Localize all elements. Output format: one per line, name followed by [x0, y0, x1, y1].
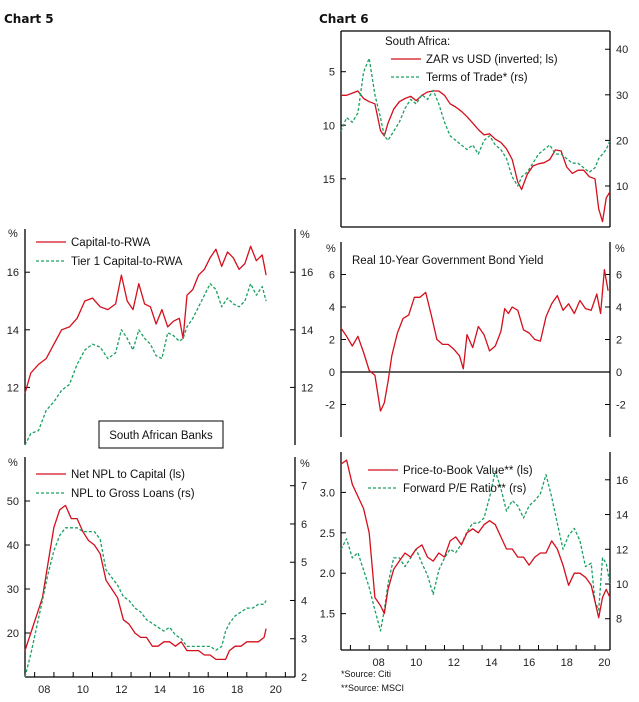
x-tick-label: 10: [77, 684, 89, 696]
y-tick-label-left: 3.0: [320, 487, 335, 499]
y-tick-label-left: 20: [7, 628, 19, 640]
chart-subtitle: Real 10-Year Government Bond Yield: [352, 255, 543, 267]
y-tick-label-left: 5: [329, 67, 335, 79]
y-tick-label-right: -2: [616, 400, 626, 412]
y-tick-label-right: 12: [616, 544, 628, 556]
y-tick-label-left: 30: [7, 584, 19, 596]
c6-middle-frame: % % -2 0 2 4 6 -2 0 2 4 6 Real 10-Year Government Bo…: [325, 242, 626, 437]
y-tick-label-left: 2: [329, 335, 335, 347]
chart-subtitle: South Africa:: [385, 36, 450, 48]
y-tick-label-left: 2.5: [320, 528, 335, 540]
c5-bottom-frame: % % 20 30 40 50 2 3 4 5 6 7 08 10 12 14 16 18 20 Net NPL to…: [7, 457, 310, 696]
y-tick-label-right: 7: [301, 481, 307, 493]
y-tick-label-right: 3: [301, 634, 307, 646]
y-tick-label-right: 6: [301, 519, 307, 531]
series-line-npl-to-gross-loans-rs-: [24, 527, 267, 678]
x-tick-label: 18: [561, 657, 573, 669]
x-tick-label: 18: [231, 684, 243, 696]
legend-label: Forward P/E Ratio** (rs): [403, 483, 527, 495]
unit-label-left: %: [326, 243, 336, 255]
c5-top-frame: % % 12 14 16 12 14 16 Capital-to-RWA Tier 1 Capit…: [7, 228, 313, 449]
annotation-box: [98, 420, 224, 449]
y-tick-label-right: 5: [301, 557, 307, 569]
y-tick-label-right: 12: [301, 382, 313, 394]
y-tick-label-right: 16: [301, 267, 313, 279]
series-line-capital-to-rwa: [24, 245, 267, 394]
y-tick-label-right: 14: [301, 325, 313, 337]
unit-label-left: %: [8, 457, 18, 469]
y-tick-label-right: 8: [616, 614, 622, 626]
source-footnote: **Source: MSCI: [341, 683, 404, 693]
y-tick-label-right: 0: [616, 367, 622, 379]
y-tick-label-right: 4: [616, 302, 622, 314]
y-tick-label-left: 0: [329, 367, 335, 379]
unit-label-right: %: [300, 229, 310, 241]
source-footnote: *Source: Citi: [341, 669, 391, 679]
y-tick-label-right: 10: [616, 181, 628, 193]
annotation-label: South African Banks: [109, 430, 213, 442]
y-tick-label-left: 2.0: [320, 568, 335, 580]
x-tick-label: 08: [38, 684, 50, 696]
y-tick-label-right: 2: [616, 335, 622, 347]
x-tick-label: 20: [270, 684, 282, 696]
y-tick-label-left: 6: [329, 270, 335, 282]
unit-label-right: %: [300, 458, 310, 470]
y-tick-label-left: 16: [7, 267, 19, 279]
y-tick-label-right: 30: [616, 90, 628, 102]
y-tick-label-left: 4: [329, 302, 335, 314]
x-tick-label: 12: [448, 657, 460, 669]
legend-label: Terms of Trade* (rs): [426, 72, 528, 84]
x-tick-label: 16: [523, 657, 535, 669]
x-tick-label: 12: [115, 684, 127, 696]
series-line-tier-1-capital-to-rwa: [24, 283, 267, 446]
unit-label-left: %: [8, 228, 18, 240]
series-line-price-to-book-value-ls-: [340, 459, 611, 619]
x-tick-label: 10: [410, 657, 422, 669]
legend-label: Tier 1 Capital-to-RWA: [71, 256, 183, 268]
y-tick-label-right: 20: [616, 135, 628, 147]
y-tick-label-right: 2: [301, 672, 307, 684]
c6-bottom-frame: 1.5 2.0 2.5 3.0 8 10 12 14 16 08 10 12 14 16 18 20 Price…: [320, 452, 628, 693]
series-line-real-10-year-government-bond-yield: [340, 268, 609, 412]
y-tick-label-left: 40: [7, 540, 19, 552]
legend-label: Capital-to-RWA: [71, 237, 151, 249]
y-tick-label-right: 10: [616, 579, 628, 591]
x-tick-label: 20: [598, 657, 610, 669]
legend-label: Price-to-Book Value** (ls): [403, 465, 533, 477]
y-tick-label-left: 15: [323, 174, 335, 186]
y-tick-label-left: 50: [7, 496, 19, 508]
legend-label: Net NPL to Capital (ls): [71, 469, 185, 481]
y-tick-label-left: 1.5: [320, 609, 335, 621]
chart5-title: Chart 5: [4, 12, 54, 26]
unit-label-right: %: [615, 243, 625, 255]
y-tick-label-right: 6: [616, 270, 622, 282]
x-tick-label: 14: [154, 684, 166, 696]
series-line-net-npl-to-capital-ls-: [24, 504, 267, 661]
legend-label: NPL to Gross Loans (rs): [71, 488, 195, 500]
y-tick-label-right: 14: [616, 510, 628, 522]
y-tick-label-left: -2: [325, 400, 335, 412]
legend-label: ZAR vs USD (inverted; ls): [426, 54, 558, 66]
x-tick-label: 16: [192, 684, 204, 696]
y-tick-label-right: 16: [616, 475, 628, 487]
chart6-title: Chart 6: [319, 12, 369, 26]
series-line-zar-vs-usd-inverted-ls-: [341, 90, 611, 223]
x-tick-label: 14: [485, 657, 497, 669]
series-line-terms-of-trade-rs-: [340, 57, 611, 187]
c6-top-frame: 5 10 15 10 20 30 40 South Africa: ZAR vs USD (in…: [323, 30, 628, 228]
y-tick-label-right: 4: [301, 595, 307, 607]
y-tick-label-right: 40: [616, 44, 628, 56]
y-tick-label-left: 12: [7, 382, 19, 394]
y-tick-label-left: 14: [7, 325, 19, 337]
y-tick-label-left: 10: [323, 120, 335, 132]
x-tick-label: 08: [372, 657, 384, 669]
